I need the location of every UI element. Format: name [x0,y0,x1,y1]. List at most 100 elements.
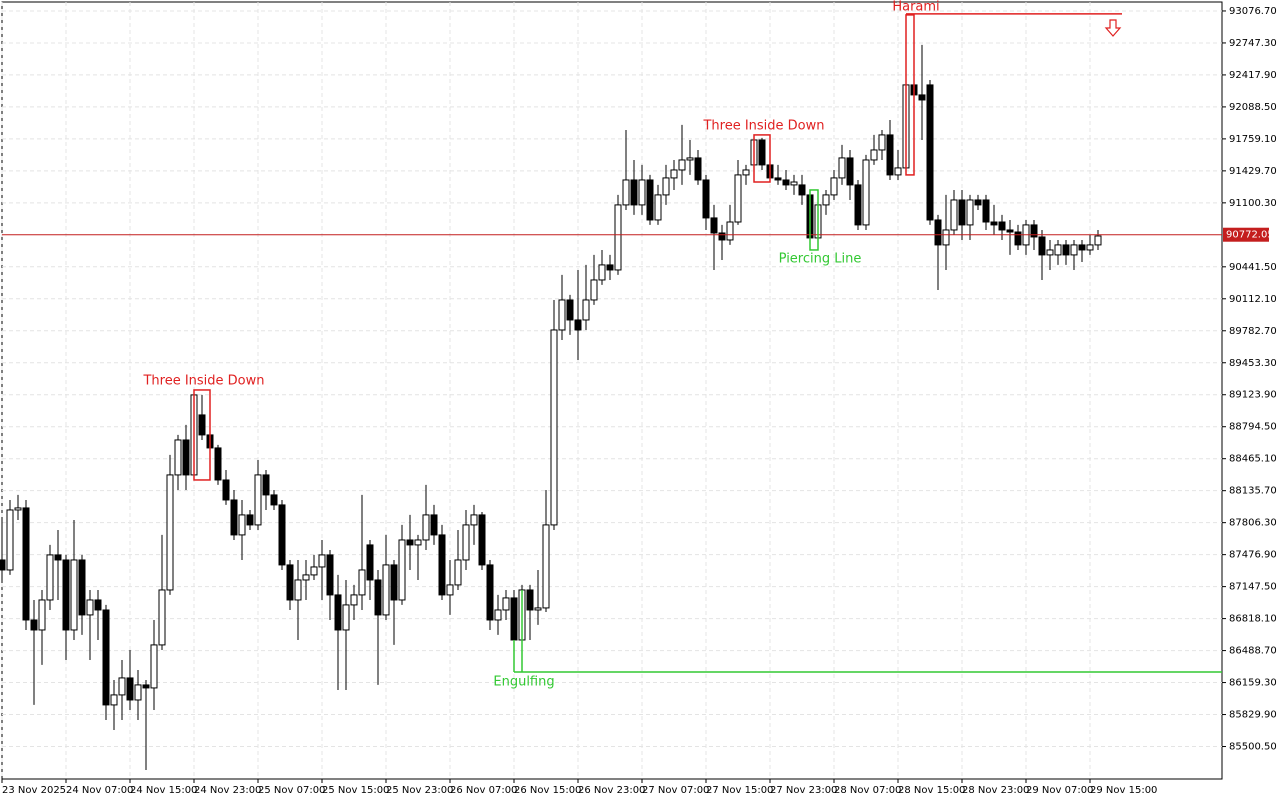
candle-body [838,157,846,179]
candle-body [782,179,790,186]
y-tick-label: 88465.10 [1229,454,1277,465]
candle-body [478,514,486,566]
candle-body [846,157,854,186]
x-tick-label: 26 Nov 23:00 [578,785,645,796]
x-tick-label: 28 Nov 07:00 [834,785,901,796]
candle-body [1006,229,1014,233]
y-tick-label: 92747.30 [1229,38,1277,49]
candle-body [742,169,750,176]
candle-body [1046,249,1054,256]
candle-body [366,544,374,581]
candle-body [382,564,390,616]
candle-body [22,507,30,621]
candle-body [894,167,902,176]
candle-body [1086,244,1094,251]
candle-body [606,264,614,271]
candle-body [126,677,134,701]
pattern-label: Three Inside Down [702,118,824,133]
x-tick-label: 23 Nov 2025 [2,785,66,796]
plot-frame [1,1,1223,780]
x-tick-label: 25 Nov 23:00 [386,785,453,796]
candle-body [486,564,494,621]
y-tick-label: 86159.30 [1229,678,1277,689]
x-tick-label: 29 Nov 15:00 [1090,785,1157,796]
candle-body [158,589,166,646]
candle-body [230,499,238,536]
candle-body [854,184,862,226]
candle-body [198,414,206,436]
candle-body [398,539,406,601]
candle-body [534,607,542,611]
candle-body [414,539,422,546]
candle-body [1094,235,1102,246]
candle-body [646,179,654,221]
candle-body [1078,244,1086,251]
candle-body [334,594,342,631]
candle-body [542,524,550,609]
candle-body [550,329,558,526]
candle-body [430,514,438,536]
candle-body [238,514,246,536]
candle-body [758,139,766,166]
x-tick-label: 26 Nov 07:00 [450,785,517,796]
y-tick-label: 90441.50 [1229,262,1277,273]
y-tick-label: 87476.90 [1229,550,1277,561]
pattern-label: Harami [892,0,939,14]
x-tick-label: 28 Nov 15:00 [898,785,965,796]
candle-body [302,574,310,581]
candle-body [942,229,950,246]
candle-body [470,514,478,526]
candle-body [1062,244,1070,256]
x-tick-label: 25 Nov 15:00 [322,785,389,796]
candle-body [118,677,126,696]
y-tick-label: 88135.70 [1229,486,1277,497]
candle-body [998,221,1006,231]
candle-body [918,94,926,101]
candle-body [166,474,174,591]
candle-body [870,149,878,161]
candle-body [318,554,326,568]
candle-body [422,514,430,541]
candle-body [1014,231,1022,246]
candle-body [6,509,14,571]
candle-body [174,439,182,476]
candle-body [958,199,966,226]
candle-body [510,597,518,641]
y-tick-label: 91759.10 [1229,134,1277,145]
y-tick-label: 87147.50 [1229,582,1277,593]
pattern-box [193,389,211,481]
candle-body [78,559,86,616]
candle-body [0,559,6,571]
x-tick-label: 28 Nov 23:00 [962,785,1029,796]
x-tick-label: 27 Nov 15:00 [706,785,773,796]
candle-body [990,221,998,226]
candle-body [798,184,806,196]
candle-body [582,299,590,321]
candle-body [390,564,398,601]
candle-body [1030,224,1038,238]
x-tick-label: 27 Nov 07:00 [642,785,709,796]
y-tick-label: 88794.50 [1229,422,1277,433]
candle-body [726,221,734,241]
candle-body [358,569,366,596]
candle-body [662,177,670,196]
candle-body [110,694,118,706]
candle-body [254,474,262,526]
y-tick-label: 85829.90 [1229,710,1277,721]
candle-body [694,157,702,181]
candle-body [54,554,62,561]
candle-body [246,514,254,526]
y-tick-label: 89782.70 [1229,326,1277,337]
candle-body [350,594,358,606]
candle-body [462,524,470,561]
y-tick-label: 86818.10 [1229,614,1277,625]
candle-body [598,264,606,281]
candle-body [1038,236,1046,256]
candle-body [222,479,230,501]
x-tick-label: 26 Nov 15:00 [514,785,581,796]
candle-body [614,204,622,271]
signal-arrow [1104,19,1122,37]
y-tick-label: 87806.30 [1229,518,1277,529]
candle-body [862,159,870,226]
